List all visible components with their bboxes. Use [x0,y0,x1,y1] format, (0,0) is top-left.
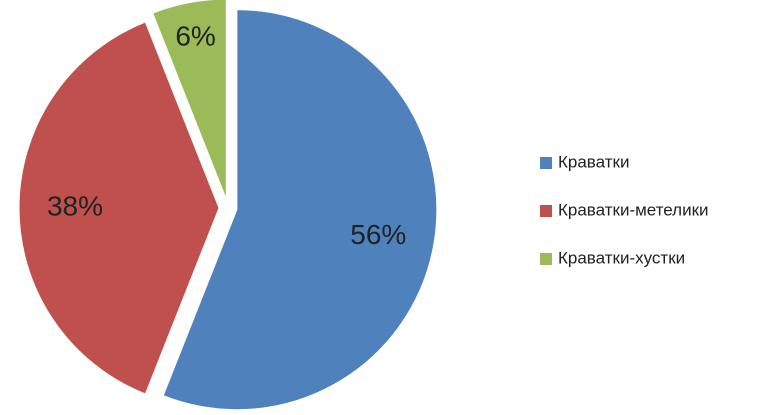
legend-swatch [540,205,552,217]
pie-slice [18,21,220,395]
legend-label: Краватки [558,152,629,171]
data-label: 38% [47,190,103,221]
legend-swatch [540,157,552,169]
data-label: 6% [175,20,215,51]
legend-label: Краватки-хустки [558,248,685,267]
legend-swatch [540,253,552,265]
data-label: 56% [350,219,406,250]
pie-slice [162,9,438,411]
legend-label: Краватки-метелики [558,200,709,219]
pie-slice [152,0,227,200]
